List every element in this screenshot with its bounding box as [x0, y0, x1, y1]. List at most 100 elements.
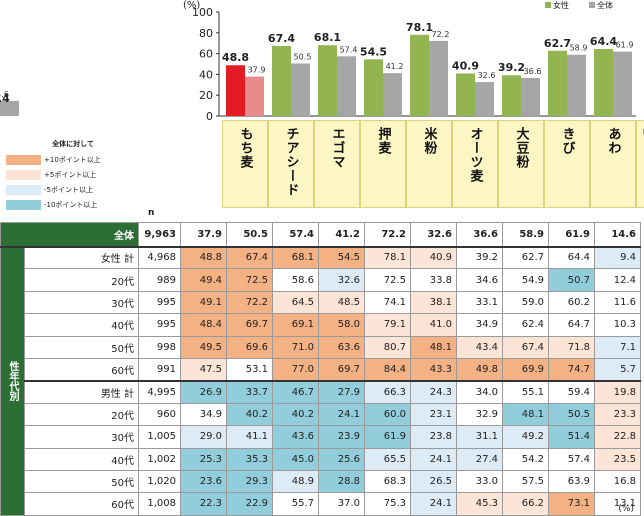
table-cell: 37.9	[180, 222, 227, 248]
table-cell: 58.6	[272, 268, 319, 292]
table-cell: 57.5	[502, 469, 549, 494]
bar-female	[272, 45, 291, 116]
table-cell: 24.1	[410, 447, 457, 471]
table-cell: 29.3	[226, 469, 273, 494]
table-cell: 68.1	[272, 245, 319, 270]
table-cell: 69.7	[226, 313, 273, 337]
table-cell: 64.7	[548, 313, 595, 337]
legend-swatch	[6, 169, 41, 180]
legend-title: 全体に対して	[52, 140, 94, 148]
table-cell: 66.3	[364, 380, 411, 404]
table-cell: 7.1	[594, 335, 641, 359]
bar-total	[0, 100, 19, 116]
category-header: 米粉	[406, 120, 452, 208]
table-row: 男性 計 4,995 26.9 33.7 46.7 27.9 66.3 24.3 34.0 55.…	[0, 380, 641, 404]
table-cell: 54.9	[502, 268, 549, 292]
bar-total	[383, 73, 402, 116]
data-label-total: 14.6	[0, 90, 9, 99]
category-header: オーツ麦	[452, 120, 498, 208]
table-cell: 63.6	[318, 335, 365, 359]
category-header: エゴマ	[314, 120, 360, 208]
table-cell: 41.0	[410, 313, 457, 337]
table-cell: 24.1	[318, 402, 365, 427]
table-cell: 23.3	[594, 402, 641, 427]
table-cell: 26.5	[410, 469, 457, 494]
table-cell: 49.4	[180, 268, 227, 292]
category-label: きび	[559, 127, 575, 155]
table-cell: 16.8	[594, 469, 641, 494]
table-cell: 51.4	[548, 425, 595, 449]
legend: 全体に対して +10ポイント以上 +5ポイント以上 -5ポイント以上 -10ポイント以…	[6, 139, 140, 213]
row-label: 20代	[24, 402, 139, 427]
table-cell: 69.9	[502, 357, 549, 382]
table-cell: 49.2	[502, 425, 549, 449]
table-cell: 28.8	[318, 469, 365, 494]
row-n: 4,968	[138, 245, 181, 270]
row-label: 60代	[24, 357, 139, 382]
category-label: もち麦	[237, 127, 253, 169]
legend-swatch	[6, 199, 41, 210]
table-cell: 48.5	[318, 290, 365, 315]
row-label: 全体	[0, 222, 139, 248]
table-cell: 34.0	[456, 380, 503, 404]
data-label-female: 67.4	[268, 32, 295, 45]
table-cell: 40.9	[410, 245, 457, 270]
table-cell: 32.9	[456, 402, 503, 427]
table-row: 60代 991 47.5 53.1 77.0 69.7 84.4 43.3 49.8 69.9 74…	[1, 357, 641, 382]
table-row: 40代 1,002 25.3 35.3 45.0 25.6 65.5 24.1 27.4 54.2…	[1, 447, 641, 471]
table-cell: 34.6	[456, 268, 503, 292]
table-cell: 33.7	[226, 380, 273, 404]
bar-total	[245, 76, 264, 116]
bar-female	[548, 50, 567, 116]
category-label: 大豆粉	[513, 127, 529, 169]
table-cell: 10.3	[594, 313, 641, 337]
table-cell: 48.4	[180, 313, 227, 337]
legend-swatch-0	[545, 2, 551, 8]
bar-female	[502, 75, 521, 116]
table-cell: 75.3	[364, 492, 411, 516]
legend-item: +5ポイント以上	[6, 168, 140, 181]
bar-female	[318, 45, 337, 117]
category-label: オーツ麦	[467, 127, 483, 183]
side-label: 性年代別	[7, 361, 18, 402]
table-cell: 80.7	[364, 335, 411, 359]
table-cell: 74.7	[548, 357, 595, 382]
table-cell: 33.1	[456, 290, 503, 315]
bar-total	[337, 56, 356, 116]
row-n: 995	[138, 290, 181, 315]
table-cell: 71.0	[272, 335, 319, 359]
table-cell: 33.8	[410, 268, 457, 292]
table-cell: 73.1	[548, 492, 595, 516]
table-row: 50代 998 49.5 69.6 71.0 63.6 80.7 48.1 43.4 67.4 71…	[1, 335, 641, 359]
category-label: ひとつもない	[639, 127, 644, 141]
table-cell: 27.4	[456, 447, 503, 471]
table-cell: 69.1	[272, 313, 319, 337]
data-label-total: 50.5	[294, 52, 312, 61]
table-cell: 45.0	[272, 447, 319, 471]
table-cell: 36.6	[456, 222, 503, 248]
table-cell: 41.1	[226, 425, 273, 449]
legend-label: -5ポイント以上	[44, 185, 93, 194]
table-cell: 49.1	[180, 290, 227, 315]
table-cell: 22.8	[594, 425, 641, 449]
table-cell: 60.2	[548, 290, 595, 315]
table-cell: 61.9	[548, 222, 595, 248]
legend-label-1: 全体	[597, 0, 613, 10]
table-cell: 23.8	[410, 425, 457, 449]
data-label-female: 40.9	[452, 59, 479, 72]
row-label: 50代	[24, 469, 139, 494]
table-cell: 33.0	[456, 469, 503, 494]
table-cell: 32.6	[318, 268, 365, 292]
table-cell: 60.0	[364, 402, 411, 427]
legend-label: +10ポイント以上	[44, 155, 101, 164]
table-cell: 49.5	[180, 335, 227, 359]
table-row: 30代 1,005 29.0 41.1 43.6 23.9 61.9 23.8 31.1 49.2…	[1, 425, 641, 449]
table-cell: 78.1	[364, 245, 411, 270]
data-label-total: 36.6	[524, 67, 542, 76]
table-row: 20代 960 34.9 40.2 40.2 24.1 60.0 23.1 32.9 48.1 50…	[1, 402, 641, 427]
table-cell: 22.9	[226, 492, 273, 516]
legend-item: +10ポイント以上	[6, 153, 140, 166]
table-cell: 65.5	[364, 447, 411, 471]
table-cell: 35.3	[226, 447, 273, 471]
table-cell: 50.7	[548, 268, 595, 292]
